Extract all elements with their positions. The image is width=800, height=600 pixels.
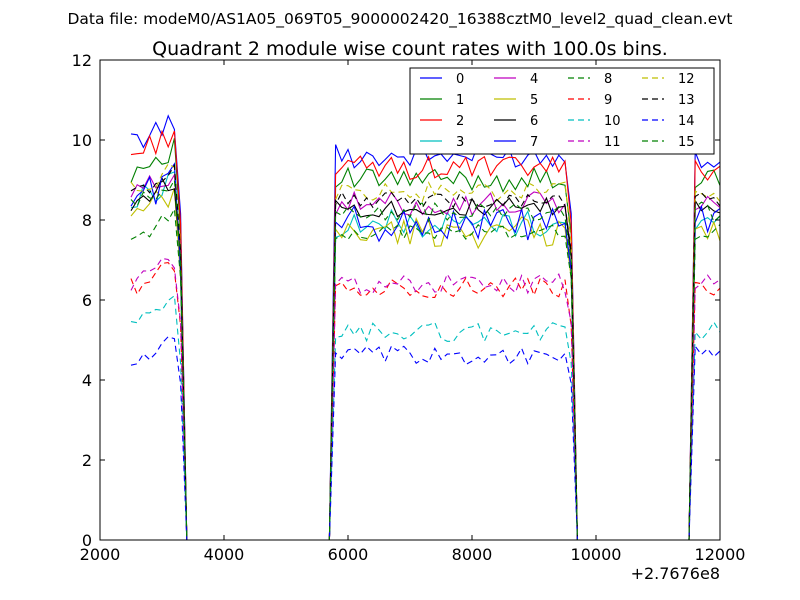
- legend-label-9: 9: [604, 93, 612, 108]
- series-line-2: [130, 129, 720, 540]
- series-line-8: [130, 207, 720, 540]
- x-tick-label: 10000: [571, 545, 622, 564]
- chart-title: Quadrant 2 module wise count rates with …: [152, 38, 668, 60]
- x-tick-label: 6000: [328, 545, 369, 564]
- legend-label-3: 3: [456, 135, 464, 150]
- series-layer: [130, 114, 720, 540]
- x-tick-label: 12000: [695, 545, 746, 564]
- x-tick-label: 8000: [452, 545, 493, 564]
- legend-label-13: 13: [678, 93, 695, 108]
- y-tick-label: 8: [82, 211, 92, 230]
- series-line-11: [130, 257, 720, 540]
- series-line-4: [130, 173, 720, 540]
- series-line-9: [130, 262, 720, 540]
- legend-label-10: 10: [604, 114, 621, 129]
- x-tick-label: 4000: [204, 545, 245, 564]
- series-line-13: [130, 163, 720, 540]
- x-axis: 2000 4000 6000 8000 10000 12000: [80, 60, 746, 564]
- legend-label-2: 2: [456, 114, 464, 129]
- y-tick-label: 6: [82, 291, 92, 310]
- y-tick-label: 4: [82, 371, 92, 390]
- legend-label-4: 4: [530, 72, 538, 87]
- y-tick-label: 2: [82, 451, 92, 470]
- legend-label-12: 12: [678, 72, 695, 87]
- chart-suptitle: Data file: modeM0/AS1A05_069T05_90000024…: [67, 10, 732, 29]
- legend-label-0: 0: [456, 72, 464, 87]
- series-line-12: [130, 163, 720, 540]
- y-tick-label: 0: [82, 531, 92, 550]
- series-line-14: [130, 336, 720, 540]
- series-line-7: [130, 162, 720, 540]
- legend-label-8: 8: [604, 72, 612, 87]
- x-offset-label: +2.7676e8: [631, 564, 720, 583]
- series-line-10: [130, 294, 720, 540]
- y-tick-label: 12: [72, 51, 92, 70]
- legend-label-7: 7: [530, 135, 538, 150]
- legend-label-6: 6: [530, 114, 538, 129]
- series-line-0: [130, 114, 720, 540]
- legend-label-1: 1: [456, 93, 464, 108]
- legend-label-14: 14: [678, 114, 695, 129]
- series-line-5: [130, 187, 720, 540]
- series-line-6: [130, 176, 720, 540]
- legend-label-5: 5: [530, 93, 538, 108]
- series-line-1: [130, 138, 720, 540]
- legend-frame: [409, 67, 715, 155]
- y-tick-label: 10: [72, 131, 92, 150]
- series-line-15: [130, 178, 720, 540]
- legend-label-15: 15: [678, 135, 695, 150]
- legend-label-11: 11: [604, 135, 621, 150]
- x-tick-label: 2000: [80, 545, 121, 564]
